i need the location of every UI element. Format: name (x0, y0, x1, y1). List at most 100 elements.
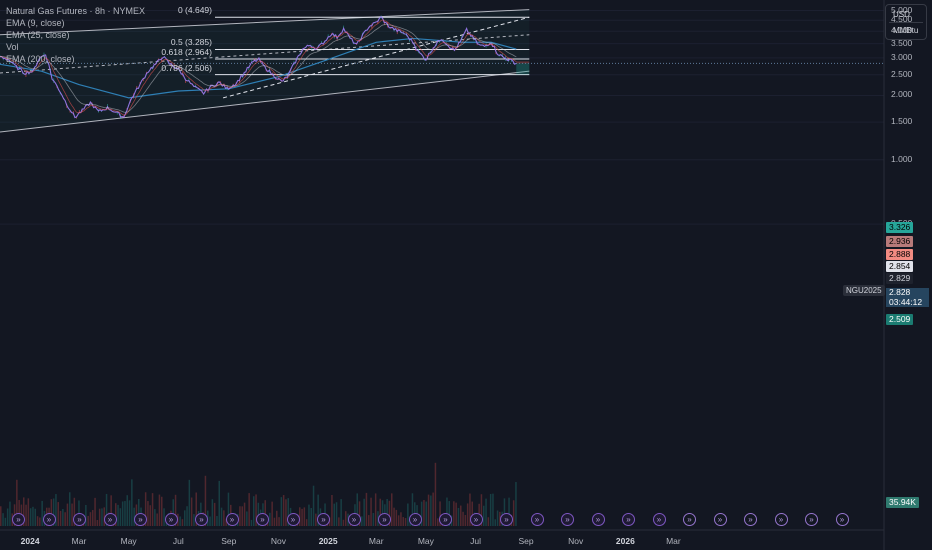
volume-bar (0, 506, 2, 526)
volume-bar (181, 519, 184, 526)
chart-legend: Natural Gas Futures · 8h · NYMEX EMA (9,… (6, 5, 145, 65)
volume-bar (27, 498, 30, 526)
volume-bar (110, 495, 112, 526)
economic-event-icon[interactable]: » (652, 513, 666, 526)
volume-bar (280, 497, 283, 526)
channel-upper-line (0, 9, 530, 36)
volume-bar (393, 507, 395, 526)
currency-label[interactable]: USD (893, 10, 910, 19)
economic-event-icon[interactable]: » (317, 513, 330, 526)
economic-event-icon[interactable]: » (256, 513, 269, 526)
volume-bar (395, 509, 398, 526)
economic-event-icon[interactable]: » (12, 513, 25, 526)
volume-bar (269, 512, 271, 526)
volume-bar (216, 516, 218, 526)
currency-unit-selector[interactable]: USD MMBtu (885, 4, 927, 40)
volume-bar (23, 497, 25, 526)
economic-event-icon[interactable]: » (561, 513, 574, 526)
economic-event-icon[interactable]: » (378, 513, 391, 526)
volume-bar (361, 516, 363, 526)
economic-event-icon[interactable]: » (439, 513, 452, 526)
economic-event-icon[interactable]: » (164, 513, 178, 526)
volume-bar (16, 479, 18, 526)
volume-bar (41, 500, 43, 526)
legend-title[interactable]: Natural Gas Futures · 8h · NYMEX (6, 6, 146, 16)
volume-bar (335, 502, 338, 526)
volume-bar (282, 495, 285, 526)
economic-event-icon[interactable]: » (805, 513, 818, 526)
volume-bar (241, 506, 243, 526)
fib-level-label: 0 (4.649) (177, 5, 212, 16)
volume-bar (209, 516, 211, 526)
economic-event-icon[interactable]: » (195, 513, 208, 526)
volume-bar (469, 493, 471, 526)
economic-event-icon[interactable]: » (591, 513, 605, 526)
economic-event-icon[interactable]: » (408, 513, 422, 526)
volume-badge: 35.94K (886, 497, 919, 508)
volume-bar (312, 485, 315, 526)
time-tick-label: Mar (71, 536, 87, 546)
volume-bar (190, 497, 193, 526)
volume-bar (317, 494, 319, 526)
volume-bar (138, 498, 140, 526)
economic-event-icon[interactable]: » (713, 513, 727, 526)
time-tick-label: Sep (518, 536, 534, 546)
volume-bar (218, 480, 220, 526)
volume-bar (489, 493, 492, 526)
legend-ema9[interactable]: EMA (9, close) (6, 18, 65, 28)
economic-event-icon[interactable]: » (469, 513, 483, 526)
economic-event-icon[interactable]: » (103, 513, 117, 526)
unit-label[interactable]: MMBtu (893, 26, 919, 35)
legend-ema200[interactable]: EMA (200, close) (6, 54, 75, 64)
volume-bar (101, 508, 103, 526)
volume-bar (333, 503, 335, 526)
economic-event-icon[interactable]: » (134, 513, 147, 526)
economic-event-icon[interactable]: » (622, 513, 635, 526)
economic-event-icon[interactable]: » (73, 513, 86, 526)
volume-bar (372, 513, 375, 526)
symbol-tag: NGU2025 (843, 285, 885, 296)
economic-event-icon[interactable]: » (744, 513, 757, 526)
volume-bar (18, 499, 20, 526)
volume-bar (285, 499, 287, 526)
volume-bar (310, 507, 312, 526)
volume-bar (331, 494, 333, 526)
volume-bar (453, 501, 455, 526)
economic-event-icon[interactable]: » (774, 513, 788, 526)
economic-event-icon[interactable]: » (347, 513, 361, 526)
economic-event-icon[interactable]: » (683, 513, 696, 526)
volume-bar (2, 513, 4, 526)
legend-ema25[interactable]: EMA (25, close) (6, 30, 70, 40)
price-badge: 2.936 (886, 236, 914, 247)
volume-bar (227, 492, 230, 526)
legend-volume[interactable]: Vol (6, 42, 19, 52)
volume-bar (158, 494, 161, 526)
channel-middle-line (0, 34, 530, 74)
volume-bar (193, 514, 195, 526)
volume-bar (239, 506, 241, 526)
price-badge: 2.888 (886, 249, 914, 260)
volume-bar (487, 517, 490, 526)
time-tick-label: Mar (666, 536, 681, 546)
volume-bar (492, 493, 494, 526)
volume-bar (85, 504, 87, 526)
volume-bar (250, 519, 253, 526)
economic-event-icon[interactable]: » (835, 513, 849, 526)
time-tick-label: 2025 (318, 536, 338, 546)
volume-bar (503, 498, 506, 526)
volume-bar (446, 497, 448, 526)
volume-bar (368, 515, 370, 526)
volume-bar (186, 506, 188, 526)
trend-line (222, 16, 530, 99)
volume-bar (71, 503, 73, 526)
economic-event-icon[interactable]: » (42, 513, 56, 526)
economic-event-icon[interactable]: » (530, 513, 544, 526)
volume-bar (115, 503, 117, 526)
volume-bar (515, 482, 517, 526)
economic-event-icon[interactable]: » (225, 513, 239, 526)
economic-event-icon[interactable]: » (500, 513, 513, 526)
volume-bar (213, 502, 216, 526)
volume-bar (34, 508, 36, 526)
economic-event-icon[interactable]: » (286, 513, 300, 526)
